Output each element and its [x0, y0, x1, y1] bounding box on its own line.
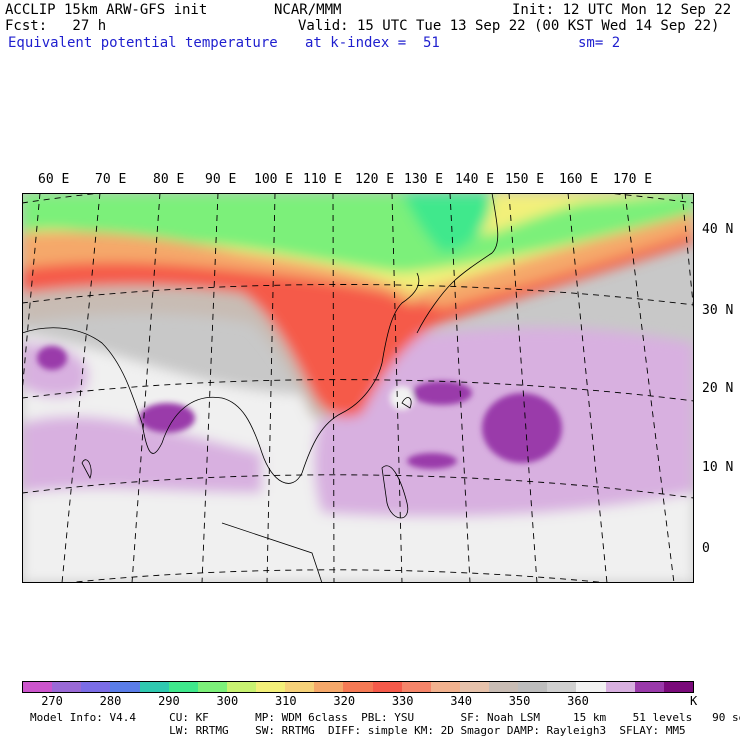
colorbar-swatch [52, 682, 82, 692]
latitude-label: 40 N [702, 222, 734, 237]
colorbar-tick-label: 270 [41, 694, 63, 708]
header-org: NCAR/MMM [274, 2, 342, 18]
northern-green-band [22, 193, 694, 273]
colorbar-swatch [23, 682, 53, 692]
colorbar-swatch [197, 682, 227, 692]
colorbar-tick-label: 300 [216, 694, 239, 708]
colorbar-swatch [605, 682, 635, 692]
colorbar [22, 681, 694, 693]
header-init-time: Init: 12 UTC Mon 12 Sep 22 [512, 2, 732, 18]
longitude-label: 80 E [153, 172, 185, 187]
longitude-label: 100 E [254, 172, 294, 187]
orange-band [22, 213, 694, 308]
header-smoothing: sm= 2 [578, 35, 621, 51]
colorbar-unit: K [690, 694, 698, 708]
colorbar-tick-label: 330 [391, 694, 414, 708]
longitude-label: 110 E [303, 172, 343, 187]
colorbar-swatch [110, 682, 140, 692]
latitude-label: 30 N [702, 303, 734, 318]
header-valid-time: Valid: 15 UTC Tue 13 Sep 22 (00 KST Wed … [298, 18, 720, 34]
colorbar-swatch [634, 682, 664, 692]
header-field-name: Equivalent potential temperature [8, 35, 278, 51]
colorbar-swatch [314, 682, 344, 692]
colorbar-swatch [547, 682, 577, 692]
map-frame [22, 193, 694, 583]
colorbar-swatch [663, 682, 693, 692]
typhoon-swirl [390, 386, 414, 410]
colorbar-swatch [430, 682, 460, 692]
longitude-label: 160 E [559, 172, 599, 187]
philippine-sea-purple-core [407, 453, 457, 469]
colorbar-tick-label: 360 [567, 694, 589, 708]
longitude-label: 130 E [404, 172, 444, 187]
bay-of-bengal-purple-core [139, 403, 195, 433]
colorbar-swatch [343, 682, 373, 692]
purple-core-east [412, 381, 472, 405]
colorbar-swatch [226, 682, 256, 692]
colorbar-swatch [139, 682, 169, 692]
latitude-label: 10 N [702, 460, 734, 475]
colorbar-tick-label: 290 [158, 694, 180, 708]
colorbar-swatch [401, 682, 431, 692]
latitude-label: 20 N [702, 381, 734, 396]
colorbar-tick-label: 320 [333, 694, 356, 708]
longitude-label: 70 E [95, 172, 127, 187]
longitude-label: 60 E [38, 172, 70, 187]
longitude-label: 140 E [455, 172, 495, 187]
colorbar-swatch [459, 682, 489, 692]
colorbar-swatch [489, 682, 519, 692]
colorbar-swatch [81, 682, 111, 692]
model-info-line1: Model Info: V4.4 CU: KF MP: WDM 6class P… [30, 711, 740, 724]
header-forecast-hour: Fcst: 27 h [5, 18, 107, 34]
colorbar-swatch [256, 682, 286, 692]
colorbar-swatch [372, 682, 402, 692]
colorbar-swatch [285, 682, 315, 692]
model-info-line2: LW: RRTMG SW: RRTMG DIFF: simple KM: 2D … [30, 724, 686, 737]
colorbar-tick-label: 280 [99, 694, 122, 708]
colorbar-swatch [518, 682, 548, 692]
indian-ocean-purple-region [22, 416, 262, 493]
colorbar-tick-label: 350 [508, 694, 531, 708]
coastlines [22, 193, 499, 583]
equivalent-potential-temperature-map [22, 193, 694, 583]
arabian-purple-core [37, 346, 67, 370]
longitude-label: 150 E [505, 172, 545, 187]
colorbar-swatch [168, 682, 198, 692]
header-level: at k-index = 51 [305, 35, 440, 51]
colorbar-tick-label: 310 [274, 694, 297, 708]
typhoon-purple-core [482, 393, 562, 463]
colorbar-tick-label: 340 [450, 694, 472, 708]
colorbar-swatch [576, 682, 606, 692]
longitude-label: 90 E [205, 172, 237, 187]
northern-teal-region [402, 193, 492, 253]
longitude-label: 120 E [355, 172, 395, 187]
longitude-label: 170 E [613, 172, 653, 187]
header-model-title: ACCLIP 15km ARW-GFS init [5, 2, 208, 18]
latitude-label: 0 [702, 541, 710, 556]
